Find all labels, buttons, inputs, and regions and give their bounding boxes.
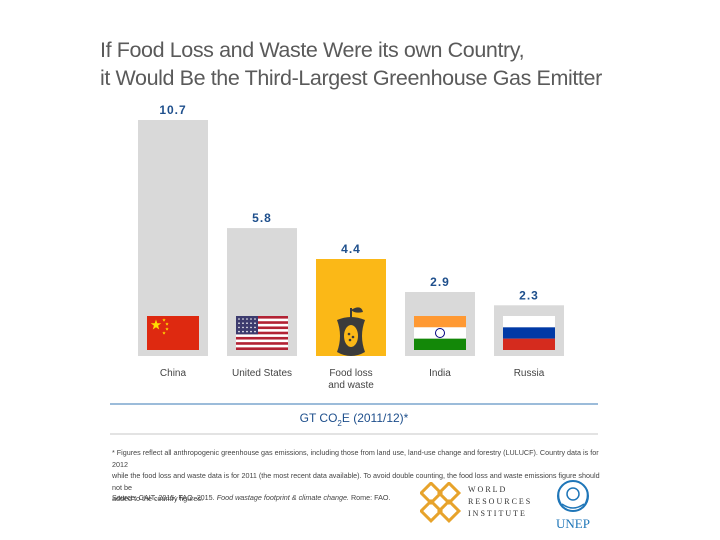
unep-emblem-icon bbox=[557, 480, 589, 512]
china-flag-small-star bbox=[162, 331, 166, 335]
wri-word-1: WORLD bbox=[468, 485, 508, 494]
wri-word-3: INSTITUTE bbox=[468, 509, 527, 518]
us-flag-star bbox=[246, 318, 248, 320]
us-flag-star bbox=[250, 322, 252, 325]
china-flag-big-star bbox=[150, 319, 162, 330]
chart-title: If Food Loss and Waste Were its own Coun… bbox=[100, 36, 660, 92]
footnote-line-2: while the food loss and waste data is fo… bbox=[112, 471, 600, 492]
us-flag-star bbox=[254, 318, 256, 320]
us-flag-star bbox=[238, 322, 240, 325]
india-flag-chakra bbox=[435, 328, 445, 338]
india-flag-icon bbox=[414, 316, 466, 350]
title-line-2: it Would Be the Third-Largest Greenhouse… bbox=[100, 66, 602, 90]
x-axis-label-sub: 2 bbox=[337, 419, 342, 428]
x-axis-label-suffix: E (2011/12)* bbox=[342, 411, 409, 425]
china-flag-small-star bbox=[162, 318, 166, 322]
category-label: United States bbox=[232, 368, 292, 379]
us-flag-canton bbox=[236, 316, 258, 335]
unep-wordmark: UNEP bbox=[556, 516, 590, 531]
india-flag-white bbox=[414, 327, 466, 339]
category-label: India bbox=[429, 368, 451, 379]
footnote: * Figures reflect all anthropogenic gree… bbox=[112, 447, 602, 505]
us-flag-star bbox=[238, 330, 240, 333]
bar-value-label: 2.9 bbox=[430, 275, 450, 289]
us-flag-star bbox=[238, 318, 240, 320]
us-flag-stripe bbox=[236, 326, 288, 330]
apple-core-icon bbox=[337, 307, 365, 356]
source-italic: Food wastage footprint & climate change. bbox=[216, 493, 349, 502]
us-flag-stripe bbox=[236, 347, 288, 350]
source-suffix: Rome: FAO. bbox=[350, 493, 391, 502]
x-axis-label-prefix: GT CO bbox=[300, 411, 338, 425]
bar-value-label: 10.7 bbox=[159, 103, 186, 117]
category-label: China bbox=[160, 368, 187, 379]
china-flag-field bbox=[147, 316, 199, 350]
wri-wordmark: WORLD RESOURCES INSTITUTE bbox=[468, 484, 532, 520]
us-flag-icon bbox=[236, 316, 288, 350]
china-flag-small-star bbox=[165, 322, 169, 326]
us-flag-star bbox=[246, 330, 248, 333]
china-flag-small-star bbox=[165, 327, 169, 331]
us-flag-star bbox=[246, 322, 248, 325]
china-flag-icon bbox=[147, 316, 199, 350]
wri-word-2: RESOURCES bbox=[468, 497, 533, 506]
us-flag-star bbox=[254, 326, 256, 329]
category-label: Food loss bbox=[329, 368, 372, 379]
us-flag-star bbox=[238, 326, 240, 329]
us-flag-star bbox=[242, 318, 244, 320]
us-flag-star bbox=[242, 326, 244, 329]
us-flag-star bbox=[254, 330, 256, 333]
wri-emblem-icon bbox=[420, 482, 462, 524]
bar-value-label: 4.4 bbox=[341, 242, 361, 256]
source-prefix: Source: CAIT. 2015; FAO. 2015. bbox=[112, 493, 215, 502]
us-flag-stripe bbox=[236, 336, 288, 340]
us-flag-stripe bbox=[236, 316, 288, 319]
wri-logo: WORLD RESOURCES INSTITUTE bbox=[420, 482, 530, 530]
india-flag-saffron bbox=[414, 316, 466, 328]
us-flag-star bbox=[250, 326, 252, 329]
bar-value-label: 2.3 bbox=[519, 288, 539, 302]
us-flag-stripe bbox=[236, 321, 288, 324]
us-flag-star bbox=[242, 322, 244, 325]
us-flag-star bbox=[250, 330, 252, 333]
russia-flag-red bbox=[503, 338, 555, 350]
apple-core-flesh bbox=[344, 325, 358, 347]
russia-flag-white bbox=[503, 316, 555, 328]
russia-flag-blue bbox=[503, 327, 555, 339]
us-flag-star bbox=[246, 326, 248, 329]
category-label: and waste bbox=[328, 380, 374, 391]
us-flag-star bbox=[242, 330, 244, 333]
footnote-line-3: added to the country figures. bbox=[112, 494, 204, 503]
bar-value-label: 5.8 bbox=[252, 211, 272, 225]
x-axis-label: GT CO2E (2011/12)* bbox=[300, 411, 409, 428]
apple-seed bbox=[347, 332, 351, 336]
apple-seed bbox=[351, 335, 355, 339]
apple-seed bbox=[348, 338, 352, 342]
russia-flag-icon bbox=[503, 316, 555, 350]
us-flag-star bbox=[254, 322, 256, 325]
us-flag-star bbox=[250, 318, 252, 320]
unep-logo: UNEP bbox=[548, 478, 598, 534]
footnote-line-1: * Figures reflect all anthropogenic gree… bbox=[112, 448, 599, 469]
us-flag-stripe bbox=[236, 342, 288, 345]
apple-leaf bbox=[351, 307, 363, 313]
us-flag-stripe bbox=[236, 331, 288, 335]
category-label: Russia bbox=[514, 368, 545, 379]
title-line-1: If Food Loss and Waste Were its own Coun… bbox=[100, 38, 525, 62]
india-flag-green bbox=[414, 338, 466, 350]
source-note: Source: CAIT. 2015; FAO. 2015. Food wast… bbox=[112, 493, 390, 502]
